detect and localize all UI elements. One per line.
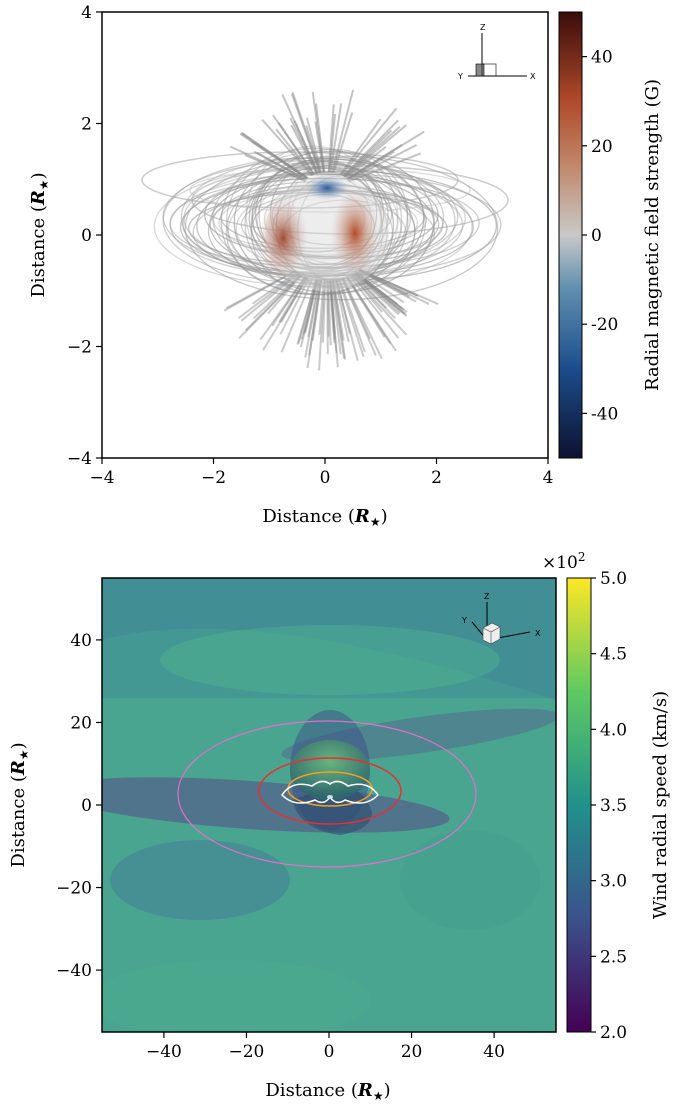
y-tick-label: 4 [81,3,92,23]
orientation-triad: Z Y X [457,23,536,81]
y-axis-letter: Y [457,72,463,81]
colorbar-tick-label: 40 [591,48,613,68]
x-axis-label: Distance (R★) [265,1080,390,1103]
x-ticks: −40 −20 0 20 40 [146,1032,505,1062]
y-tick-label: 40 [70,631,92,651]
plot-area [102,12,548,458]
y-tick-label: 0 [81,796,92,816]
y-ticks: −40 −20 0 20 40 [56,631,102,981]
x-tick-label: −20 [229,1042,265,1062]
colorbar-tick-label: 3.5 [600,796,627,816]
x-tick-label: 40 [483,1042,505,1062]
colorbar-label: Radial magnetic field strength (G) [642,79,663,391]
x-tick-label: −4 [89,468,114,488]
colorbar-tick-label: 4.5 [600,645,627,665]
colorbar-tick-label: 20 [591,137,613,157]
x-tick-label: 4 [543,468,554,488]
negative-polarity-pole [305,176,349,200]
x-tick-label: 2 [431,468,442,488]
colorbar-label: Wind radial speed (km/s) [650,691,671,919]
y-tick-label: −2 [67,338,92,358]
z-axis-letter: Z [480,23,486,32]
positive-polarity-lobe-left [258,198,308,278]
alfven-surface-bubble [290,740,370,800]
colorbar-tick-label: 2.0 [600,1023,627,1043]
y-axis-label: Distance (R★) [28,172,51,297]
colorbar [566,577,592,1033]
colorbar-tick-label: 0 [591,226,602,246]
y-tick-label: −20 [56,879,92,899]
colorbar-tick-label: 2.5 [600,947,627,967]
colorbar-tick-label: 4.0 [600,720,627,740]
wind-speed-panel: −40 −20 0 20 40 −40 −20 0 20 40 Distance (R★) Di… [8,550,671,1103]
y-tick-label: 2 [81,115,92,135]
colorbar-tick-label: -40 [591,404,618,424]
y-axis-label: Distance (R★) [8,742,31,867]
x-ticks: −4 −2 0 2 4 [89,458,553,488]
z-axis-letter: Z [484,592,490,601]
y-tick-label: 0 [81,226,92,246]
orientation-triad: Z Y X [461,592,541,645]
colorbar-ticks: 5.0 4.5 4.0 3.5 3.0 2.5 2.0 [591,569,627,1043]
colorbar-multiplier: ×102 [542,550,586,573]
x-tick-label: 0 [320,468,331,488]
colorbar-tick-label: 3.0 [600,872,627,892]
colorbar-tick-label: 5.0 [600,569,627,589]
outer-orbit-ellipse [177,720,477,868]
x-tick-label: 0 [324,1042,335,1062]
colorbar-tick-label: -20 [591,315,618,335]
y-ticks: −4 −2 0 2 4 [67,3,102,469]
x-tick-label: −2 [201,468,226,488]
middle-orbit-ellipse [258,757,402,825]
star-marker [327,795,333,799]
x-axis-letter: X [535,629,541,638]
colorbar-ticks: 40 20 0 -20 -40 [582,48,618,424]
magnetic-field-panel: −4 −2 0 2 4 −4 −2 0 2 4 Distance (R★) Distance (… [28,3,663,529]
x-axis-letter: X [530,72,536,81]
x-axis-label: Distance (R★) [262,506,387,529]
y-tick-label: 20 [70,713,92,733]
y-tick-label: −4 [67,449,92,469]
y-axis-letter: Y [461,616,467,625]
x-tick-label: −40 [146,1042,182,1062]
surface-contour [281,780,379,804]
positive-polarity-lobe-right [331,191,379,275]
y-tick-label: −40 [56,961,92,981]
colorbar [558,11,583,459]
x-tick-label: 20 [401,1042,423,1062]
